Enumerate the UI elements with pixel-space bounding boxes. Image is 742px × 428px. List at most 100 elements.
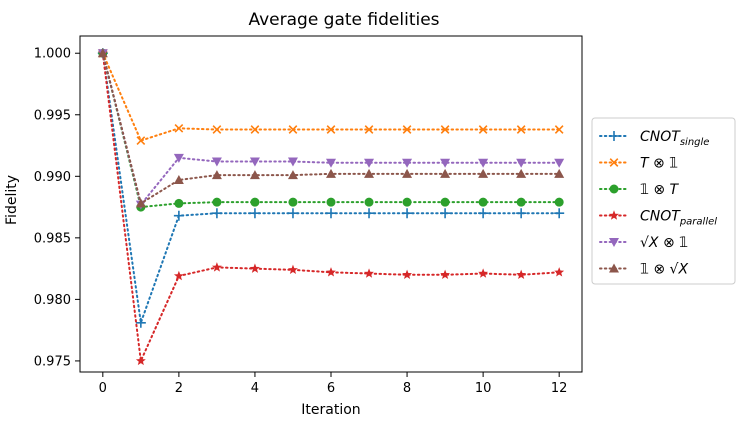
data-point [135, 198, 146, 208]
data-point [288, 197, 298, 207]
legend-label: √X ⊗ 𝟙 [640, 235, 688, 251]
data-point [326, 168, 336, 178]
data-point [212, 197, 222, 207]
data-point [402, 208, 413, 219]
data-point [211, 208, 222, 219]
data-point [554, 168, 565, 178]
x-tick-label: 10 [475, 381, 492, 396]
data-point [136, 136, 146, 145]
legend-marker [609, 158, 619, 167]
data-point [364, 168, 375, 178]
data-point [516, 269, 527, 279]
data-point [326, 208, 336, 219]
data-point [287, 170, 298, 180]
data-point [516, 208, 527, 219]
data-point [326, 125, 336, 134]
legend-item-3: CNOTparallel [599, 209, 717, 228]
data-point [440, 158, 451, 168]
data-point [440, 125, 450, 134]
data-point [478, 158, 489, 168]
legend-marker [609, 131, 619, 141]
legend-label: 𝟙 ⊗ √X [640, 262, 688, 278]
legend-label-main: CNOT [640, 209, 681, 225]
data-point [516, 158, 527, 168]
data-point [364, 268, 374, 278]
legend-label-sub: parallel [679, 217, 717, 228]
y-tick-label: 1.000 [34, 47, 71, 62]
legend-label: CNOTparallel [640, 209, 717, 228]
legend-marker [609, 210, 619, 220]
data-point [211, 262, 222, 272]
x-tick-label: 12 [551, 381, 568, 396]
legend-item-0: CNOTsingle [599, 129, 709, 148]
legend-marker [609, 184, 619, 194]
data-point [516, 197, 526, 207]
series-0 [97, 48, 565, 328]
data-point [326, 267, 336, 277]
data-point [173, 270, 184, 281]
legend-label: CNOTsingle [640, 129, 709, 148]
data-point [478, 268, 489, 278]
series-1 [98, 48, 564, 145]
data-point [173, 210, 184, 221]
series-4 [97, 49, 565, 210]
legend-label-main: CNOT [640, 129, 681, 145]
x-tick-label: 2 [175, 381, 183, 396]
data-point [516, 168, 527, 178]
data-point [250, 197, 260, 207]
data-point [211, 157, 222, 167]
data-point [554, 267, 565, 277]
legend-label-main: 𝟙 ⊗ T [640, 182, 680, 198]
data-point [174, 198, 184, 208]
data-point [211, 170, 222, 180]
data-point [97, 48, 108, 58]
series-line [101, 52, 561, 365]
x-axis-title: Iteration [301, 402, 360, 418]
data-point [440, 208, 451, 219]
y-tick-label: 0.990 [34, 170, 71, 185]
series-line [101, 52, 561, 142]
legend-item-2: 𝟙 ⊗ T [599, 182, 680, 198]
legend-label-main: √X ⊗ 𝟙 [640, 235, 688, 251]
data-point [135, 317, 146, 328]
legend-marker [609, 263, 619, 273]
data-point [478, 197, 488, 207]
chart-title: Average gate fidelities [248, 10, 439, 30]
legend-label-main: 𝟙 ⊗ √X [640, 262, 688, 278]
legend-label-main: T ⊗ 𝟙 [640, 156, 678, 172]
data-point [440, 269, 451, 279]
series-5 [97, 48, 565, 208]
data-point [249, 170, 260, 180]
x-tick-label: 4 [251, 381, 259, 396]
legend-box [591, 117, 736, 285]
y-tick-label: 0.995 [34, 108, 71, 123]
series-line [101, 52, 561, 324]
data-point [212, 125, 222, 134]
plot-area: 0 2 4 6 8 10 12 0.975 0.980 0.985 0.990 0.995 1.000 [34, 35, 583, 396]
data-point [249, 157, 260, 167]
data-point [326, 158, 336, 168]
legend-marker [609, 238, 619, 247]
legend-label-sub: single [680, 137, 710, 148]
x-tick-label: 6 [327, 381, 335, 396]
data-point [364, 197, 374, 207]
data-point [174, 123, 184, 133]
data-point [554, 158, 565, 168]
y-tick-label: 0.975 [34, 354, 71, 369]
data-point [554, 125, 564, 134]
data-point [402, 269, 413, 279]
data-point [287, 208, 298, 219]
y-tick-label: 0.980 [34, 293, 71, 308]
legend-label: T ⊗ 𝟙 [640, 156, 678, 172]
data-point [250, 125, 260, 134]
data-point [326, 197, 336, 207]
data-point [478, 168, 489, 178]
data-point [516, 125, 526, 134]
data-point [478, 125, 488, 134]
data-point [478, 208, 489, 219]
legend-label: 𝟙 ⊗ T [640, 182, 680, 198]
data-point [440, 197, 450, 207]
data-point [402, 125, 412, 134]
data-point [554, 208, 565, 219]
